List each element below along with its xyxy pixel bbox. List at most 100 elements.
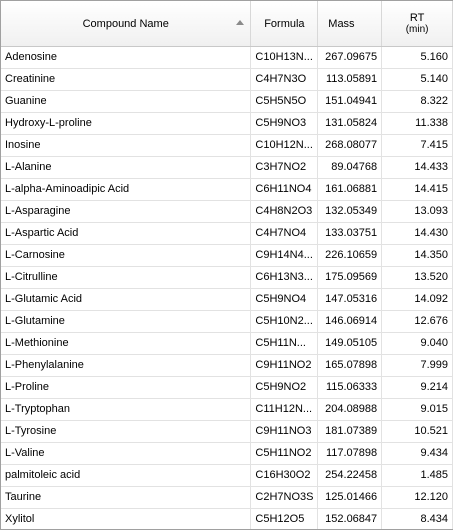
cell-formula[interactable]: C11H12N... [251,399,319,420]
cell-formula[interactable]: C5H9NO4 [251,289,319,310]
cell-rt[interactable]: 9.040 [382,333,453,354]
cell-compound-name[interactable]: Adenosine [1,47,252,68]
table-row[interactable]: palmitoleic acid C16H30O2 254.22458 1.485 [1,465,453,487]
table-row[interactable]: Xylitol C5H12O5 152.06847 8.434 [1,509,453,529]
cell-rt[interactable]: 12.120 [382,487,453,508]
cell-compound-name[interactable]: L-Aspartic Acid [1,223,252,244]
table-row[interactable]: Hydroxy-L-proline C5H9NO3 131.05824 11.338 [1,113,453,135]
cell-rt[interactable]: 1.485 [382,465,453,486]
cell-mass[interactable]: 226.10659 [318,245,383,266]
table-row[interactable]: L-Proline C5H9NO2 115.06333 9.214 [1,377,453,399]
cell-compound-name[interactable]: Guanine [1,91,252,112]
cell-mass[interactable]: 133.03751 [318,223,383,244]
cell-formula[interactable]: C5H9NO2 [251,377,319,398]
cell-rt[interactable]: 7.999 [382,355,453,376]
cell-mass[interactable]: 181.07389 [318,421,383,442]
cell-formula[interactable]: C9H11NO3 [251,421,319,442]
cell-compound-name[interactable]: L-Tryptophan [1,399,252,420]
table-row[interactable]: Adenosine C10H13N... 267.09675 5.160 [1,47,453,69]
table-row[interactable]: L-Valine C5H11NO2 117.07898 9.434 [1,443,453,465]
column-header-mass[interactable]: Mass [318,1,383,46]
cell-formula[interactable]: C5H5N5O [251,91,319,112]
cell-compound-name[interactable]: L-alpha-Aminoadipic Acid [1,179,252,200]
cell-mass[interactable]: 161.06881 [318,179,383,200]
table-row[interactable]: Guanine C5H5N5O 151.04941 8.322 [1,91,453,113]
cell-mass[interactable]: 125.01466 [318,487,383,508]
cell-rt[interactable]: 8.434 [382,509,453,529]
table-row[interactable]: Taurine C2H7NO3S 125.01466 12.120 [1,487,453,509]
cell-compound-name[interactable]: L-Proline [1,377,252,398]
table-row[interactable]: L-Citrulline C6H13N3... 175.09569 13.520 [1,267,453,289]
column-header-formula[interactable]: Formula [251,1,319,46]
table-row[interactable]: Inosine C10H12N... 268.08077 7.415 [1,135,453,157]
cell-formula[interactable]: C4H7N3O [251,69,319,90]
table-row[interactable]: L-Phenylalanine C9H11NO2 165.07898 7.999 [1,355,453,377]
cell-mass[interactable]: 113.05891 [318,69,383,90]
cell-mass[interactable]: 147.05316 [318,289,383,310]
cell-rt[interactable]: 9.015 [382,399,453,420]
cell-compound-name[interactable]: L-Phenylalanine [1,355,252,376]
cell-rt[interactable]: 13.520 [382,267,453,288]
cell-rt[interactable]: 11.338 [382,113,453,134]
cell-rt[interactable]: 14.433 [382,157,453,178]
cell-rt[interactable]: 8.322 [382,91,453,112]
cell-formula[interactable]: C6H11NO4 [251,179,319,200]
cell-formula[interactable]: C4H7NO4 [251,223,319,244]
cell-compound-name[interactable]: L-Valine [1,443,252,464]
cell-compound-name[interactable]: L-Citrulline [1,267,252,288]
table-row[interactable]: L-Asparagine C4H8N2O3 132.05349 13.093 [1,201,453,223]
table-row[interactable]: L-alpha-Aminoadipic Acid C6H11NO4 161.0688… [1,179,453,201]
cell-mass[interactable]: 152.06847 [318,509,383,529]
table-row[interactable]: L-Tryptophan C11H12N... 204.08988 9.015 [1,399,453,421]
cell-compound-name[interactable]: L-Glutamine [1,311,252,332]
cell-formula[interactable]: C3H7NO2 [251,157,319,178]
cell-compound-name[interactable]: Creatinine [1,69,252,90]
table-row[interactable]: L-Glutamine C5H10N2... 146.06914 12.676 [1,311,453,333]
cell-formula[interactable]: C5H9NO3 [251,113,319,134]
cell-compound-name[interactable]: Taurine [1,487,252,508]
cell-rt[interactable]: 5.140 [382,69,453,90]
cell-mass[interactable]: 117.07898 [318,443,383,464]
cell-mass[interactable]: 115.06333 [318,377,383,398]
cell-mass[interactable]: 131.05824 [318,113,383,134]
cell-compound-name[interactable]: L-Glutamic Acid [1,289,252,310]
cell-compound-name[interactable]: Inosine [1,135,252,156]
cell-compound-name[interactable]: L-Alanine [1,157,252,178]
cell-compound-name[interactable]: palmitoleic acid [1,465,252,486]
cell-mass[interactable]: 254.22458 [318,465,383,486]
table-row[interactable]: L-Aspartic Acid C4H7NO4 133.03751 14.430 [1,223,453,245]
cell-rt[interactable]: 7.415 [382,135,453,156]
cell-mass[interactable]: 268.08077 [318,135,383,156]
cell-mass[interactable]: 175.09569 [318,267,383,288]
cell-rt[interactable]: 14.350 [382,245,453,266]
cell-compound-name[interactable]: L-Methionine [1,333,252,354]
cell-mass[interactable]: 89.04768 [318,157,383,178]
cell-formula[interactable]: C10H13N... [251,47,319,68]
cell-mass[interactable]: 165.07898 [318,355,383,376]
cell-formula[interactable]: C6H13N3... [251,267,319,288]
cell-rt[interactable]: 10.521 [382,421,453,442]
cell-rt[interactable]: 9.214 [382,377,453,398]
column-header-rt[interactable]: RT (min) [382,1,453,46]
cell-formula[interactable]: C10H12N... [251,135,319,156]
cell-formula[interactable]: C5H12O5 [251,509,319,529]
cell-rt[interactable]: 5.160 [382,47,453,68]
table-row[interactable]: L-Carnosine C9H14N4... 226.10659 14.350 [1,245,453,267]
cell-rt[interactable]: 13.093 [382,201,453,222]
table-row[interactable]: L-Methionine C5H11N... 149.05105 9.040 [1,333,453,355]
cell-formula[interactable]: C5H11N... [251,333,319,354]
cell-formula[interactable]: C5H10N2... [251,311,319,332]
cell-mass[interactable]: 267.09675 [318,47,383,68]
cell-compound-name[interactable]: L-Asparagine [1,201,252,222]
table-row[interactable]: L-Tyrosine C9H11NO3 181.07389 10.521 [1,421,453,443]
cell-formula[interactable]: C2H7NO3S [251,487,319,508]
cell-compound-name[interactable]: Xylitol [1,509,252,529]
cell-rt[interactable]: 14.415 [382,179,453,200]
table-row[interactable]: L-Glutamic Acid C5H9NO4 147.05316 14.092 [1,289,453,311]
column-header-compound-name[interactable]: Compound Name [1,1,252,46]
table-row[interactable]: L-Alanine C3H7NO2 89.04768 14.433 [1,157,453,179]
cell-formula[interactable]: C16H30O2 [251,465,319,486]
cell-mass[interactable]: 146.06914 [318,311,383,332]
cell-formula[interactable]: C9H14N4... [251,245,319,266]
cell-mass[interactable]: 204.08988 [318,399,383,420]
